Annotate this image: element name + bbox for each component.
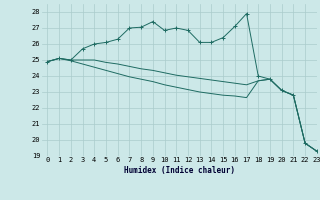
X-axis label: Humidex (Indice chaleur): Humidex (Indice chaleur) xyxy=(124,166,235,175)
